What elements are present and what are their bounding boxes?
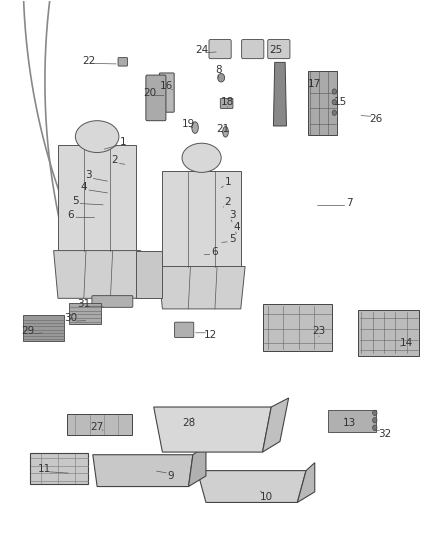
Text: 18: 18 — [221, 97, 234, 107]
Text: 24: 24 — [195, 45, 208, 55]
Text: 23: 23 — [312, 326, 326, 336]
Polygon shape — [158, 266, 245, 309]
FancyBboxPatch shape — [175, 322, 194, 337]
Text: 28: 28 — [182, 418, 195, 428]
Polygon shape — [67, 414, 132, 435]
Text: 20: 20 — [143, 87, 156, 98]
Text: 30: 30 — [64, 313, 78, 324]
Text: 8: 8 — [215, 66, 223, 75]
Text: 29: 29 — [21, 326, 34, 336]
Text: 14: 14 — [399, 338, 413, 349]
FancyBboxPatch shape — [209, 39, 231, 59]
Polygon shape — [262, 398, 289, 452]
Text: 27: 27 — [91, 422, 104, 432]
Text: 6: 6 — [68, 209, 74, 220]
Text: 13: 13 — [343, 418, 356, 428]
Polygon shape — [69, 303, 102, 324]
Polygon shape — [162, 171, 241, 266]
FancyBboxPatch shape — [146, 75, 166, 120]
FancyBboxPatch shape — [118, 58, 127, 66]
Text: 4: 4 — [81, 182, 88, 192]
Text: 26: 26 — [369, 114, 382, 124]
FancyBboxPatch shape — [159, 73, 174, 112]
Polygon shape — [308, 71, 336, 135]
Text: 11: 11 — [38, 464, 52, 474]
Text: 7: 7 — [346, 198, 353, 208]
Text: 3: 3 — [229, 209, 235, 220]
Polygon shape — [30, 453, 88, 484]
Polygon shape — [328, 410, 376, 432]
Polygon shape — [262, 304, 332, 351]
Ellipse shape — [75, 120, 119, 152]
Circle shape — [373, 410, 377, 416]
FancyBboxPatch shape — [242, 39, 264, 59]
Polygon shape — [53, 251, 141, 298]
Text: 3: 3 — [85, 171, 92, 180]
Polygon shape — [93, 455, 193, 487]
Ellipse shape — [223, 126, 228, 137]
Polygon shape — [188, 446, 206, 487]
Text: 19: 19 — [182, 119, 195, 130]
Ellipse shape — [192, 122, 198, 133]
Polygon shape — [136, 251, 162, 298]
Circle shape — [373, 425, 377, 430]
FancyBboxPatch shape — [181, 410, 195, 424]
Circle shape — [218, 74, 225, 82]
Circle shape — [332, 110, 336, 115]
FancyBboxPatch shape — [92, 296, 133, 308]
Text: 31: 31 — [78, 298, 91, 309]
Text: 22: 22 — [82, 56, 95, 66]
Text: 1: 1 — [120, 137, 127, 147]
Polygon shape — [23, 316, 64, 341]
Text: 1: 1 — [224, 176, 231, 187]
Text: 21: 21 — [217, 124, 230, 134]
Polygon shape — [297, 463, 315, 503]
Polygon shape — [358, 310, 419, 356]
Text: 16: 16 — [160, 81, 173, 91]
Text: 15: 15 — [334, 97, 347, 107]
FancyBboxPatch shape — [220, 99, 233, 109]
Ellipse shape — [182, 143, 221, 172]
Text: 5: 5 — [72, 196, 79, 206]
Circle shape — [332, 89, 336, 94]
Text: 9: 9 — [168, 471, 174, 481]
Text: 4: 4 — [233, 222, 240, 232]
Circle shape — [373, 418, 377, 423]
Text: 25: 25 — [269, 45, 282, 55]
Text: 5: 5 — [229, 234, 235, 244]
FancyBboxPatch shape — [268, 39, 290, 59]
Polygon shape — [197, 471, 306, 503]
Text: 12: 12 — [204, 330, 217, 341]
Text: 2: 2 — [224, 197, 231, 207]
Polygon shape — [273, 62, 286, 126]
Text: 2: 2 — [111, 156, 118, 165]
Text: 10: 10 — [260, 492, 273, 502]
Circle shape — [332, 100, 336, 105]
Text: 17: 17 — [308, 78, 321, 88]
Text: 32: 32 — [378, 429, 391, 439]
Polygon shape — [154, 407, 271, 452]
Polygon shape — [58, 144, 136, 251]
Text: 6: 6 — [212, 247, 218, 257]
